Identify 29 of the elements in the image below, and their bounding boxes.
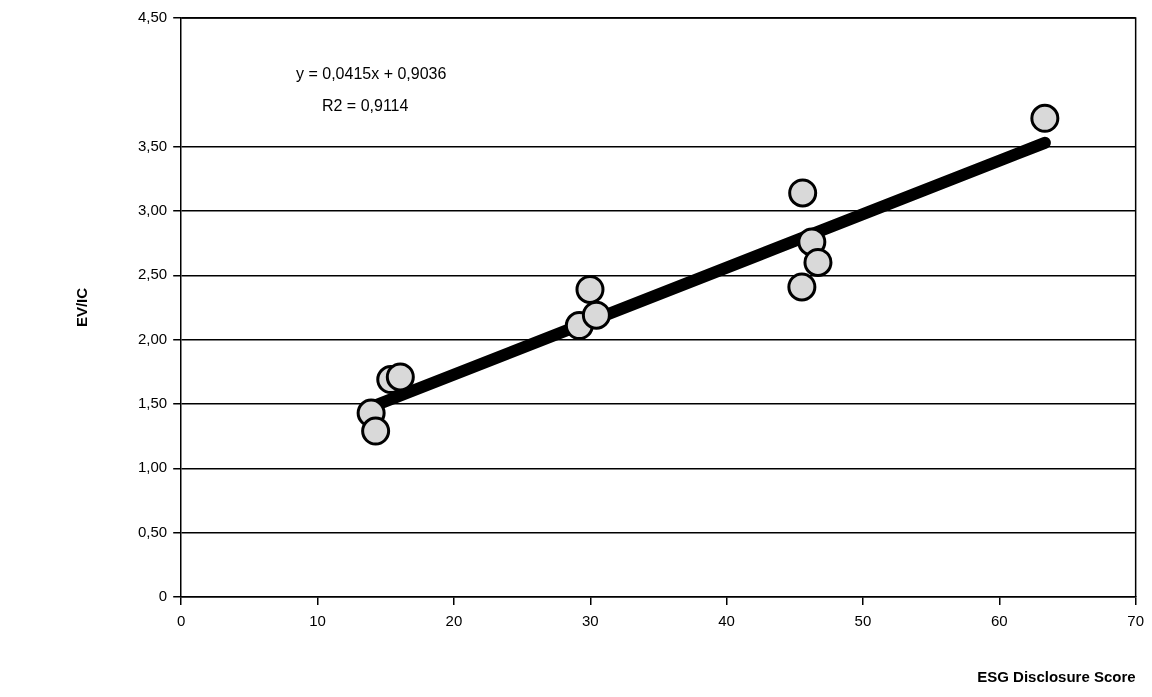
y-tick-label: 0 xyxy=(158,587,168,605)
point xyxy=(803,247,833,277)
x-tick-label: 30 xyxy=(581,612,599,630)
x-tick-label: 40 xyxy=(718,612,735,630)
y-tick-label: 3,00 xyxy=(137,201,168,219)
x-tick-label: 70 xyxy=(1127,612,1144,630)
annotation: R2 = 0,9114 xyxy=(321,97,409,115)
x-tick-label: 60 xyxy=(990,612,1008,630)
point xyxy=(385,362,415,392)
point xyxy=(575,274,605,304)
x-tick-label: 20 xyxy=(445,612,463,630)
y-tick-label: 1,50 xyxy=(137,394,168,412)
x-axis-title: ESG Disclosure Score xyxy=(977,668,1136,686)
annotation: y = 0,0415x + 0,9036 xyxy=(296,65,447,83)
x-tick-label: 10 xyxy=(309,612,326,630)
y-tick-label: 3,50 xyxy=(137,136,168,154)
x-tick-label: 0 xyxy=(177,612,186,630)
point xyxy=(787,272,817,302)
y-tick-label: 4,50 xyxy=(137,8,168,26)
point xyxy=(1030,103,1060,133)
point xyxy=(581,300,611,330)
point xyxy=(361,416,391,446)
x-tick-label: 50 xyxy=(854,612,872,630)
y-tick-label: 0,50 xyxy=(137,522,168,540)
y-tick-label: 2,50 xyxy=(137,265,168,283)
point xyxy=(788,178,818,208)
y-tick-label: 2,00 xyxy=(137,329,168,347)
y-tick-label: 1,00 xyxy=(137,458,168,476)
y-axis-title: EV/IC xyxy=(73,287,91,328)
